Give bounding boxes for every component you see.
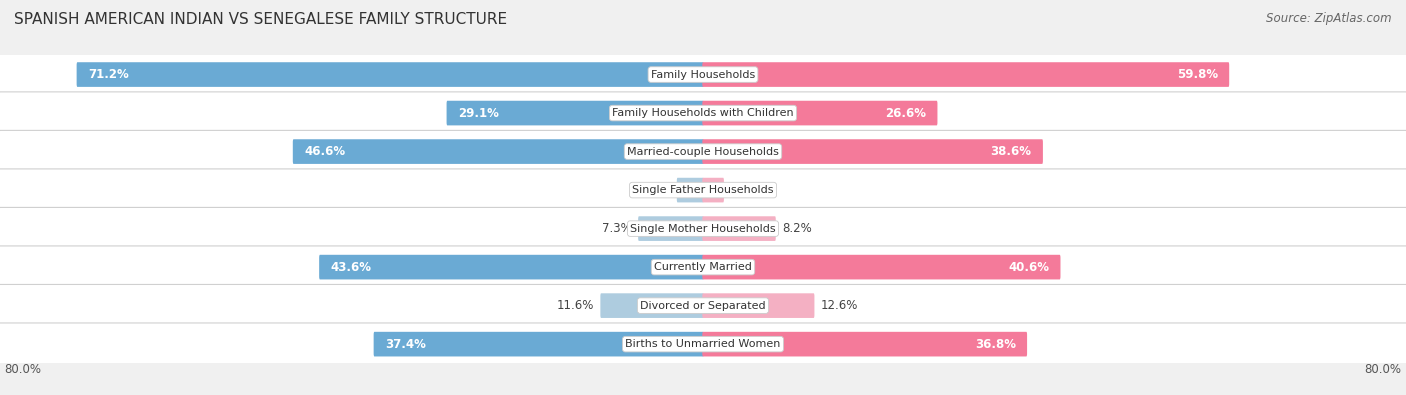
Text: 80.0%: 80.0% [4, 363, 41, 376]
Text: Source: ZipAtlas.com: Source: ZipAtlas.com [1267, 12, 1392, 25]
FancyBboxPatch shape [292, 139, 704, 164]
FancyBboxPatch shape [0, 246, 1406, 288]
Text: 8.2%: 8.2% [782, 222, 811, 235]
Text: 36.8%: 36.8% [974, 338, 1015, 351]
Text: 26.6%: 26.6% [886, 107, 927, 120]
FancyBboxPatch shape [0, 284, 1406, 327]
Text: 38.6%: 38.6% [991, 145, 1032, 158]
FancyBboxPatch shape [703, 255, 1060, 279]
FancyBboxPatch shape [447, 101, 704, 125]
Text: Currently Married: Currently Married [654, 262, 752, 272]
FancyBboxPatch shape [0, 169, 1406, 211]
Text: Family Households: Family Households [651, 70, 755, 79]
Text: Births to Unmarried Women: Births to Unmarried Women [626, 339, 780, 349]
Text: 80.0%: 80.0% [1365, 363, 1402, 376]
FancyBboxPatch shape [703, 178, 724, 202]
FancyBboxPatch shape [703, 332, 1028, 356]
Text: 29.1%: 29.1% [458, 107, 499, 120]
FancyBboxPatch shape [703, 293, 814, 318]
FancyBboxPatch shape [703, 216, 776, 241]
FancyBboxPatch shape [638, 216, 704, 241]
Text: Family Households with Children: Family Households with Children [612, 108, 794, 118]
Text: 2.9%: 2.9% [641, 184, 671, 197]
FancyBboxPatch shape [0, 323, 1406, 365]
Text: 40.6%: 40.6% [1008, 261, 1049, 274]
Text: 59.8%: 59.8% [1177, 68, 1218, 81]
Text: Single Father Households: Single Father Households [633, 185, 773, 195]
FancyBboxPatch shape [0, 53, 1406, 96]
FancyBboxPatch shape [676, 178, 704, 202]
Text: Divorced or Separated: Divorced or Separated [640, 301, 766, 310]
FancyBboxPatch shape [0, 207, 1406, 250]
Text: 43.6%: 43.6% [330, 261, 371, 274]
Text: 12.6%: 12.6% [821, 299, 858, 312]
Text: 71.2%: 71.2% [87, 68, 128, 81]
Text: 37.4%: 37.4% [385, 338, 426, 351]
FancyBboxPatch shape [703, 139, 1043, 164]
Text: 2.3%: 2.3% [730, 184, 761, 197]
Text: 46.6%: 46.6% [304, 145, 344, 158]
Text: Single Mother Households: Single Mother Households [630, 224, 776, 233]
FancyBboxPatch shape [0, 92, 1406, 134]
FancyBboxPatch shape [0, 130, 1406, 173]
Text: SPANISH AMERICAN INDIAN VS SENEGALESE FAMILY STRUCTURE: SPANISH AMERICAN INDIAN VS SENEGALESE FA… [14, 12, 508, 27]
FancyBboxPatch shape [600, 293, 704, 318]
FancyBboxPatch shape [703, 101, 938, 125]
FancyBboxPatch shape [703, 62, 1229, 87]
FancyBboxPatch shape [374, 332, 704, 356]
FancyBboxPatch shape [319, 255, 704, 279]
Text: 7.3%: 7.3% [602, 222, 631, 235]
Text: Married-couple Households: Married-couple Households [627, 147, 779, 156]
Text: 11.6%: 11.6% [557, 299, 593, 312]
FancyBboxPatch shape [77, 62, 704, 87]
